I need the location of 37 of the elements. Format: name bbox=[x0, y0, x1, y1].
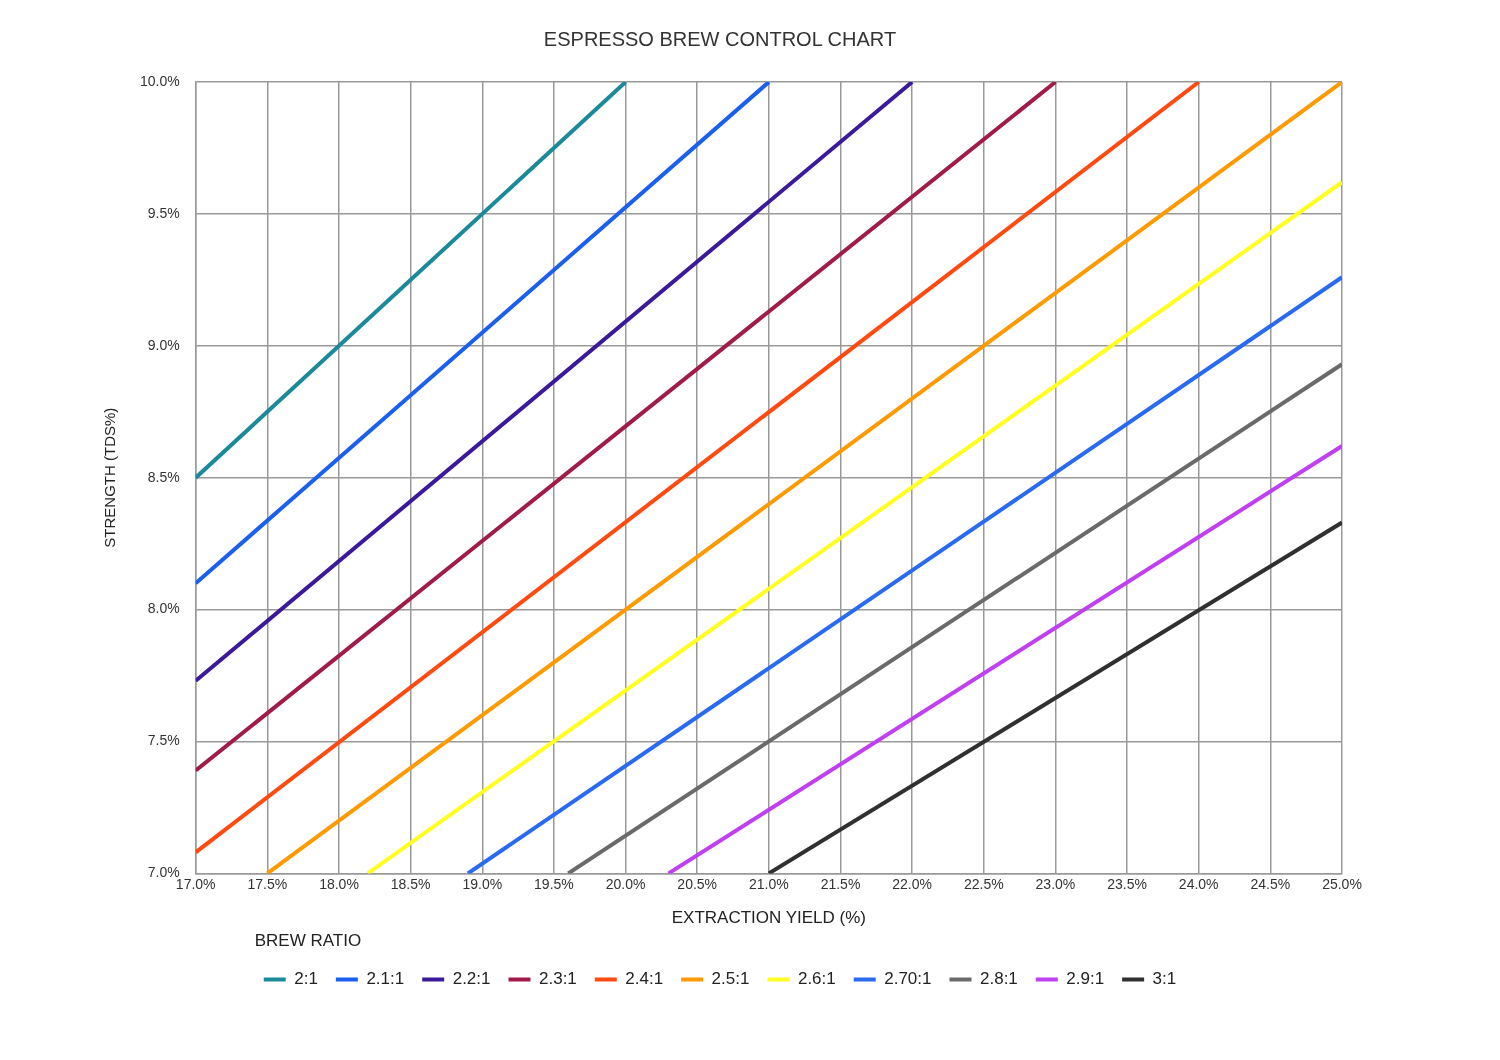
x-tick-label: 25.0% bbox=[1322, 875, 1362, 892]
y-tick-label: 8.0% bbox=[147, 600, 180, 617]
x-tick-label: 21.5% bbox=[820, 875, 861, 892]
x-tick-label: 24.5% bbox=[1250, 875, 1291, 892]
legend-label: 2.4:1 bbox=[625, 969, 664, 989]
y-tick-label: 9.0% bbox=[147, 336, 180, 353]
legend-label: 3:1 bbox=[1152, 969, 1177, 989]
legend-label: 2.2:1 bbox=[452, 969, 491, 989]
x-tick-label: 20.0% bbox=[605, 875, 646, 892]
x-tick-label: 23.5% bbox=[1107, 875, 1147, 892]
y-axis-title: STRENGTH (TDS%) bbox=[101, 407, 119, 548]
x-tick-label: 21.0% bbox=[749, 875, 789, 892]
y-tick-label: 8.5% bbox=[147, 468, 180, 485]
x-tick-label: 22.5% bbox=[963, 875, 1004, 892]
legend-title: BREW RATIO bbox=[254, 930, 362, 950]
legend-label: 2.5:1 bbox=[711, 969, 750, 989]
legend-label: 2.70:1 bbox=[884, 969, 932, 989]
legend-label: 2.9:1 bbox=[1066, 969, 1105, 989]
x-tick-label: 18.0% bbox=[319, 875, 359, 892]
y-tick-label: 7.5% bbox=[147, 732, 180, 749]
x-tick-label: 20.5% bbox=[677, 875, 718, 892]
x-axis-title: EXTRACTION YIELD (%) bbox=[671, 908, 866, 928]
legend-label: 2.8:1 bbox=[980, 969, 1018, 989]
legend-label: 2.6:1 bbox=[797, 969, 836, 989]
y-tick-label: 9.5% bbox=[147, 204, 180, 221]
legend-label: 2:1 bbox=[294, 969, 318, 989]
x-tick-label: 23.0% bbox=[1035, 875, 1076, 892]
x-tick-label: 24.0% bbox=[1178, 875, 1219, 892]
x-tick-label: 19.5% bbox=[534, 875, 574, 892]
chart-title: ESPRESSO BREW CONTROL CHART bbox=[543, 27, 897, 50]
legend-label: 2.3:1 bbox=[539, 969, 577, 989]
x-tick-label: 18.5% bbox=[390, 875, 431, 892]
x-tick-label: 19.0% bbox=[462, 875, 503, 892]
x-tick-label: 17.5% bbox=[247, 875, 288, 892]
x-tick-label: 22.0% bbox=[892, 875, 932, 892]
y-tick-label: 10.0% bbox=[139, 72, 180, 89]
legend-label: 2.1:1 bbox=[366, 969, 405, 989]
